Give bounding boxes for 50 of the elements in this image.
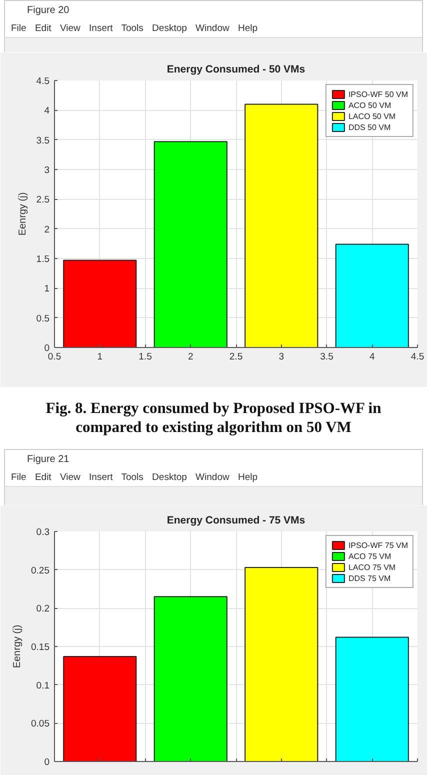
x-tick-label: 1 [97, 352, 103, 362]
y-tick-label: 3 [44, 165, 50, 176]
y-tick-label: 2 [44, 224, 50, 236]
legend-label: IPSO-WF 75 VM [348, 540, 408, 550]
bar [63, 656, 137, 762]
x-tick-label: 3 [278, 352, 284, 362]
legend-label: ACO 50 VM [348, 100, 392, 110]
legend-label: LACO 75 VM [348, 562, 396, 572]
bar [335, 636, 409, 762]
y-tick-label: 0.2 [36, 604, 50, 615]
bar [154, 596, 228, 762]
y-tick-label: 0 [44, 757, 50, 768]
legend-label: LACO 50 VM [348, 111, 396, 121]
legend-label: DDS 50 VM [348, 122, 391, 132]
x-tick-label: 4.5 [410, 352, 424, 362]
y-tick-label: 0.5 [36, 313, 50, 324]
bar [244, 567, 318, 762]
x-tick-label: 3.5 [320, 352, 334, 362]
x-tick-label: 2.5 [229, 352, 243, 362]
y-tick-label: 1 [44, 284, 50, 295]
text: File Edit View Insert Tools Desktop Window Help [10, 22, 259, 36]
bar [63, 260, 137, 348]
bar [335, 244, 409, 348]
y-tick-label: 0.15 [31, 642, 50, 653]
x-tick-label: 2 [188, 352, 194, 362]
y-tick-label: 0.05 [31, 718, 50, 730]
y-tick-label: 2.5 [36, 194, 50, 206]
caption: Figure 21 [26, 453, 70, 467]
y-tick-label: 0.1 [36, 680, 50, 692]
y-tick-label: 4 [44, 106, 50, 117]
bar [154, 141, 228, 348]
bar [244, 104, 318, 348]
y-tick-label: 0.25 [31, 565, 50, 576]
y-tick-label: 4.5 [36, 76, 50, 87]
legend-label: ACO 75 VM [348, 551, 392, 561]
legend-label: DDS 75 VM [348, 573, 391, 583]
caption: Fig. 8. Energy consumed by Proposed IPSO-WF in compared to existing algorithm on 50 VM [44, 399, 382, 437]
x-tick-label: 4 [369, 352, 375, 362]
chart-title: Energy Consumed - 75 VMs [166, 514, 306, 526]
x-tick-label: 1.5 [138, 352, 152, 362]
y-tick-label: 3.5 [36, 135, 50, 146]
y-axis-title: Eenrgy (j) [17, 192, 28, 236]
y-tick-label: 1.5 [36, 254, 50, 265]
y-axis-title: Eenrgy (j) [12, 624, 24, 668]
caption: Figure 20 [26, 4, 70, 18]
text: File Edit View Insert Tools Desktop Window Help [10, 471, 259, 485]
y-tick-label: 0 [44, 343, 50, 354]
legend-label: IPSO-WF 50 VM [348, 89, 408, 99]
y-tick-label: 0.3 [36, 527, 50, 538]
chart-title: Energy Consumed - 50 VMs [166, 64, 306, 76]
